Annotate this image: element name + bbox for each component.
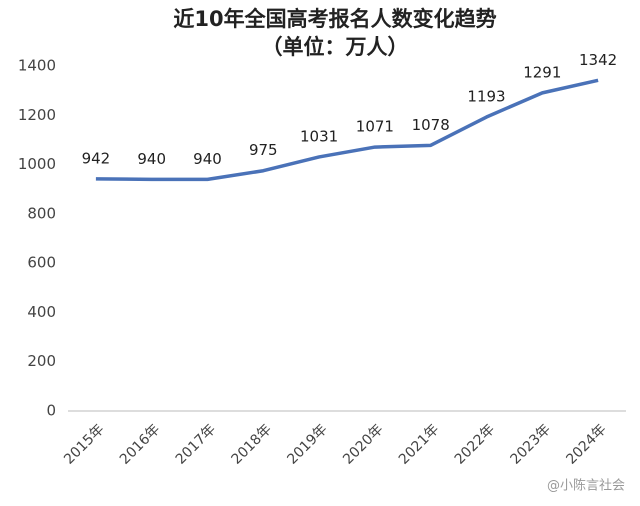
x-tick-label: 2020年 (340, 421, 386, 467)
x-tick-label: 2022年 (452, 421, 498, 467)
y-tick-label: 400 (27, 303, 56, 321)
data-label: 1193 (467, 88, 505, 106)
data-label: 1342 (579, 51, 617, 69)
y-tick-label: 200 (27, 352, 56, 370)
watermark: @小陈言社会 (547, 478, 625, 494)
x-tick-label: 2021年 (396, 421, 442, 467)
data-label: 1071 (356, 118, 394, 136)
data-line (95, 78, 599, 182)
x-tick-label: 2019年 (284, 421, 330, 467)
data-label: 942 (82, 149, 111, 167)
y-tick-label: 1000 (18, 155, 56, 173)
y-tick-label: 1200 (18, 106, 56, 124)
x-tick-label: 2017年 (173, 421, 219, 467)
x-tick-label: 2016年 (117, 421, 163, 467)
y-tick-label: 0 (46, 402, 56, 420)
data-label: 1291 (523, 63, 561, 81)
x-tick-label: 2015年 (61, 421, 107, 467)
y-tick-label: 600 (27, 254, 56, 272)
x-tick-label: 2018年 (229, 421, 275, 467)
chart-title: 近10年全国高考报名人数变化趋势 (173, 7, 496, 31)
y-tick-label: 1400 (18, 57, 56, 75)
data-label: 1031 (300, 127, 338, 145)
x-tick-label: 2023年 (508, 421, 554, 467)
data-label: 975 (249, 141, 278, 159)
chart-subtitle: （单位：万人） (262, 35, 409, 59)
data-label: 1078 (412, 116, 450, 134)
data-label: 940 (193, 150, 222, 168)
x-tick-label: 2024年 (563, 421, 609, 467)
data-label: 940 (137, 150, 166, 168)
y-tick-label: 800 (27, 204, 56, 222)
